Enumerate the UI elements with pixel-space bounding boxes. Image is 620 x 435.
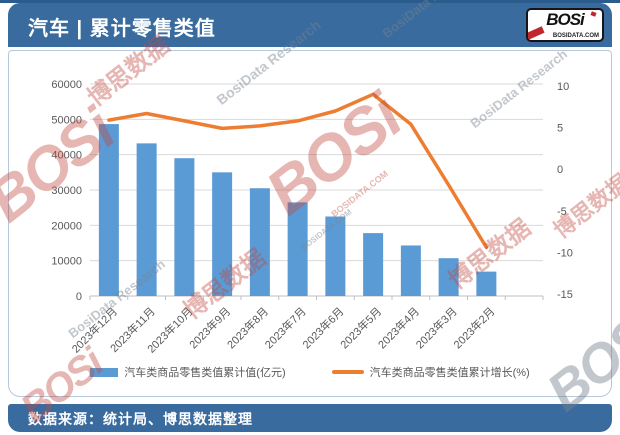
- bar-2023年12月: [98, 124, 119, 297]
- x-axis-label: 2023年2月: [450, 304, 497, 351]
- right-axis-tick-label: 10: [557, 81, 569, 93]
- bar-2023年11月: [136, 143, 157, 296]
- bar-2023年5月: [363, 233, 384, 296]
- left-axis-tick-label: 50000: [51, 114, 82, 126]
- bosi-logo: BOSi BOSIDATA.COM: [526, 8, 604, 42]
- data-source-text: 数据来源：统计局、博思数据整理: [28, 411, 253, 427]
- left-axis-tick-label: 0: [76, 291, 82, 303]
- right-axis-tick-label: 0: [557, 164, 563, 176]
- legend-item-bar-series: 汽车类商品零售类值累计值(亿元): [90, 364, 286, 380]
- left-axis-tick-label: 10000: [51, 256, 82, 268]
- left-axis-tick-label: 20000: [51, 220, 82, 232]
- page-title: 汽车 | 累计零售类值: [28, 18, 216, 40]
- bar-2023年10月: [174, 158, 195, 296]
- bar-2023年3月: [438, 258, 459, 296]
- combo-chart: 0 10000 20000 30000 40000 50000 60000 10 5 0 -5 -10…: [51, 79, 573, 356]
- legend-label-line-series: 汽车类商品零售类值累计增长(%): [369, 367, 530, 379]
- legend-item-line-series: 汽车类商品零售类值累计增长(%): [331, 364, 530, 380]
- bar-2023年8月: [249, 188, 270, 296]
- left-axis-tick-label: 30000: [51, 185, 82, 197]
- right-axis-tick-label: -15: [557, 289, 573, 301]
- bosi-logo-domain: BOSIDATA.COM: [552, 33, 599, 39]
- chart-panel: 0 10000 20000 30000 40000 50000 60000 10 5 0 -5 -10…: [8, 50, 612, 397]
- right-axis-tick-label: -10: [557, 247, 573, 259]
- bosi-logo-text: BOSi: [546, 10, 585, 29]
- bar-2023年9月: [212, 172, 233, 296]
- chart-header: 汽车 | 累计零售类值 BOSi BOSIDATA.COM: [8, 3, 612, 47]
- bar-2023年7月: [287, 202, 308, 296]
- top-accent-strip: [0, 0, 620, 3]
- source-footer: 数据来源：统计局、博思数据整理: [8, 404, 612, 432]
- bar-2023年6月: [325, 216, 346, 296]
- bar-series-swatch-icon: [90, 367, 119, 377]
- left-axis-tick-label: 60000: [51, 79, 82, 91]
- right-axis-tick-label: 5: [557, 123, 563, 135]
- right-axis-tick-label: -5: [557, 206, 567, 218]
- growth-line: [107, 92, 489, 250]
- bar-2023年4月: [400, 245, 421, 296]
- left-axis-tick-label: 40000: [51, 150, 82, 162]
- chart-legend: 汽车类商品零售类值累计值(亿元) 汽车类商品零售类值累计增长(%): [9, 364, 611, 380]
- legend-label-bar-series: 汽车类商品零售类值累计值(亿元): [124, 367, 286, 379]
- line-series-swatch-icon: [331, 370, 364, 374]
- bar-2023年2月: [476, 271, 497, 296]
